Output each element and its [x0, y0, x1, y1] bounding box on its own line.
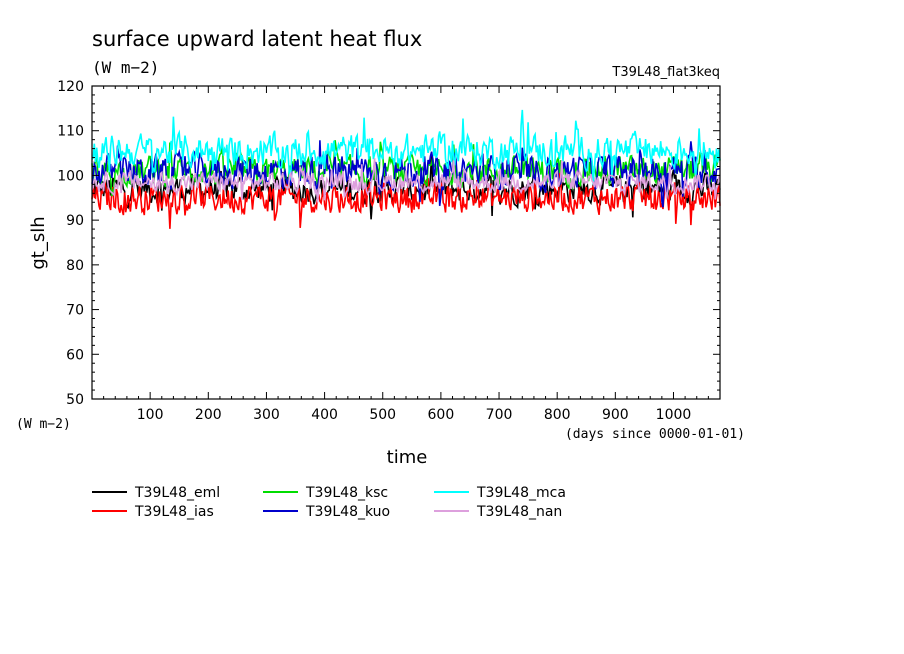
y-tick-label: 60: [66, 347, 84, 363]
series-line-5: [91, 158, 721, 203]
x-tick-label: 1000: [656, 407, 692, 423]
x-axis-label: time: [387, 447, 428, 468]
legend-label: T39L48_kuo: [305, 504, 390, 520]
plot-frame: [91, 85, 721, 400]
x-tick-label: 700: [486, 407, 513, 423]
x-tick-label: 400: [311, 407, 338, 423]
legend-label: T39L48_nan: [476, 504, 562, 520]
ticks-layer: 100 200 300 400 500 600 700 800 900 1000 50 60 70 80 9…: [57, 79, 720, 423]
legend-label: T39L48_mca: [476, 485, 566, 501]
x-axis-units: (days since 0000-01-01): [565, 427, 745, 442]
y-tick-label: 120: [57, 79, 84, 95]
y-tick-label: 70: [66, 303, 84, 319]
chart-title: surface upward latent heat flux: [92, 27, 422, 51]
experiment-label: T39L48_flat3keq: [611, 65, 720, 80]
legend-label: T39L48_ias: [134, 504, 214, 520]
x-tick-label: 200: [195, 407, 222, 423]
series-layer: [91, 109, 721, 229]
y-axis-label: gt_slh: [28, 216, 49, 269]
legend-label: T39L48_ksc: [305, 485, 388, 501]
legend: T39L48_eml T39L48_ias T39L48_ksc T39L48_kuo…: [92, 485, 566, 520]
legend-label: T39L48_eml: [134, 485, 220, 501]
y-tick-label: 50: [66, 392, 84, 408]
y-tick-label: 100: [57, 168, 84, 184]
x-tick-label: 300: [253, 407, 280, 423]
y-axis-units: (W m−2): [16, 417, 71, 432]
x-tick-label: 900: [602, 407, 629, 423]
x-tick-label: 600: [428, 407, 455, 423]
chart-title-units: (W m−2): [92, 58, 159, 77]
series-line-4: [91, 109, 721, 185]
series-line-1: [91, 167, 721, 229]
y-tick-label: 80: [66, 258, 84, 274]
y-tick-label: 90: [66, 213, 84, 229]
y-tick-label: 110: [57, 124, 84, 140]
x-tick-label: 100: [137, 407, 164, 423]
x-tick-label: 500: [369, 407, 396, 423]
x-tick-label: 800: [544, 407, 571, 423]
